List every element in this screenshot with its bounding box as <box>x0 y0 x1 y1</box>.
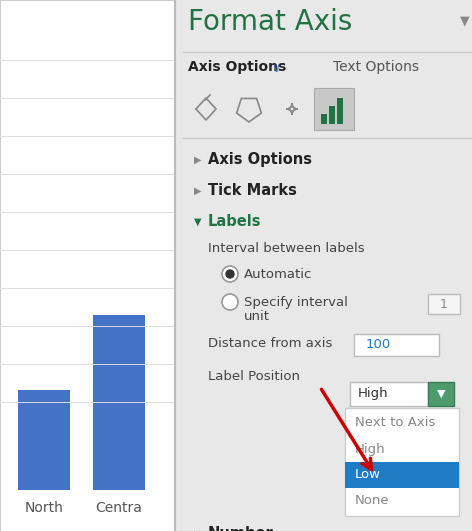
Text: 1: 1 <box>440 297 448 311</box>
Text: None: None <box>355 494 389 508</box>
Bar <box>354 334 439 356</box>
Bar <box>337 98 343 124</box>
Text: Next to Axis: Next to Axis <box>355 416 435 430</box>
Text: ▶: ▶ <box>194 186 202 196</box>
Text: ▶: ▶ <box>194 529 202 531</box>
Text: Tick Marks: Tick Marks <box>208 183 297 198</box>
Text: unit: unit <box>244 310 270 323</box>
Bar <box>0 0 175 531</box>
Text: Axis Options: Axis Options <box>208 152 312 167</box>
Bar <box>428 382 454 406</box>
Text: North: North <box>25 501 63 515</box>
Bar <box>350 382 428 406</box>
Text: 100: 100 <box>366 338 391 352</box>
Text: Labels: Labels <box>208 214 261 229</box>
Text: Centra: Centra <box>95 501 143 515</box>
Text: High: High <box>358 388 388 400</box>
Text: Automatic: Automatic <box>244 268 312 280</box>
Text: ▼: ▼ <box>437 389 445 399</box>
Circle shape <box>222 266 238 282</box>
Bar <box>329 106 335 124</box>
Text: Specify interval: Specify interval <box>244 296 348 309</box>
Text: Text Options: Text Options <box>333 60 419 74</box>
Text: ▼: ▼ <box>460 14 470 27</box>
Text: ▶: ▶ <box>194 155 202 165</box>
Text: Format Axis: Format Axis <box>188 8 353 36</box>
Bar <box>321 114 327 124</box>
Bar <box>428 294 460 314</box>
Text: ∨: ∨ <box>271 62 280 75</box>
Text: Axis Options: Axis Options <box>188 60 286 74</box>
Bar <box>345 408 459 516</box>
Text: High: High <box>355 442 386 456</box>
Bar <box>18 390 70 490</box>
Text: ▼: ▼ <box>194 217 202 227</box>
Text: Interval between labels: Interval between labels <box>208 242 365 255</box>
Circle shape <box>226 270 234 278</box>
Text: Low: Low <box>355 468 381 482</box>
Bar <box>93 315 145 490</box>
Bar <box>314 88 354 130</box>
Text: Distance from axis: Distance from axis <box>208 337 332 350</box>
Bar <box>345 462 459 488</box>
Polygon shape <box>332 138 346 148</box>
Circle shape <box>222 294 238 310</box>
Text: Label Position: Label Position <box>208 370 300 383</box>
Text: Number: Number <box>208 526 274 531</box>
